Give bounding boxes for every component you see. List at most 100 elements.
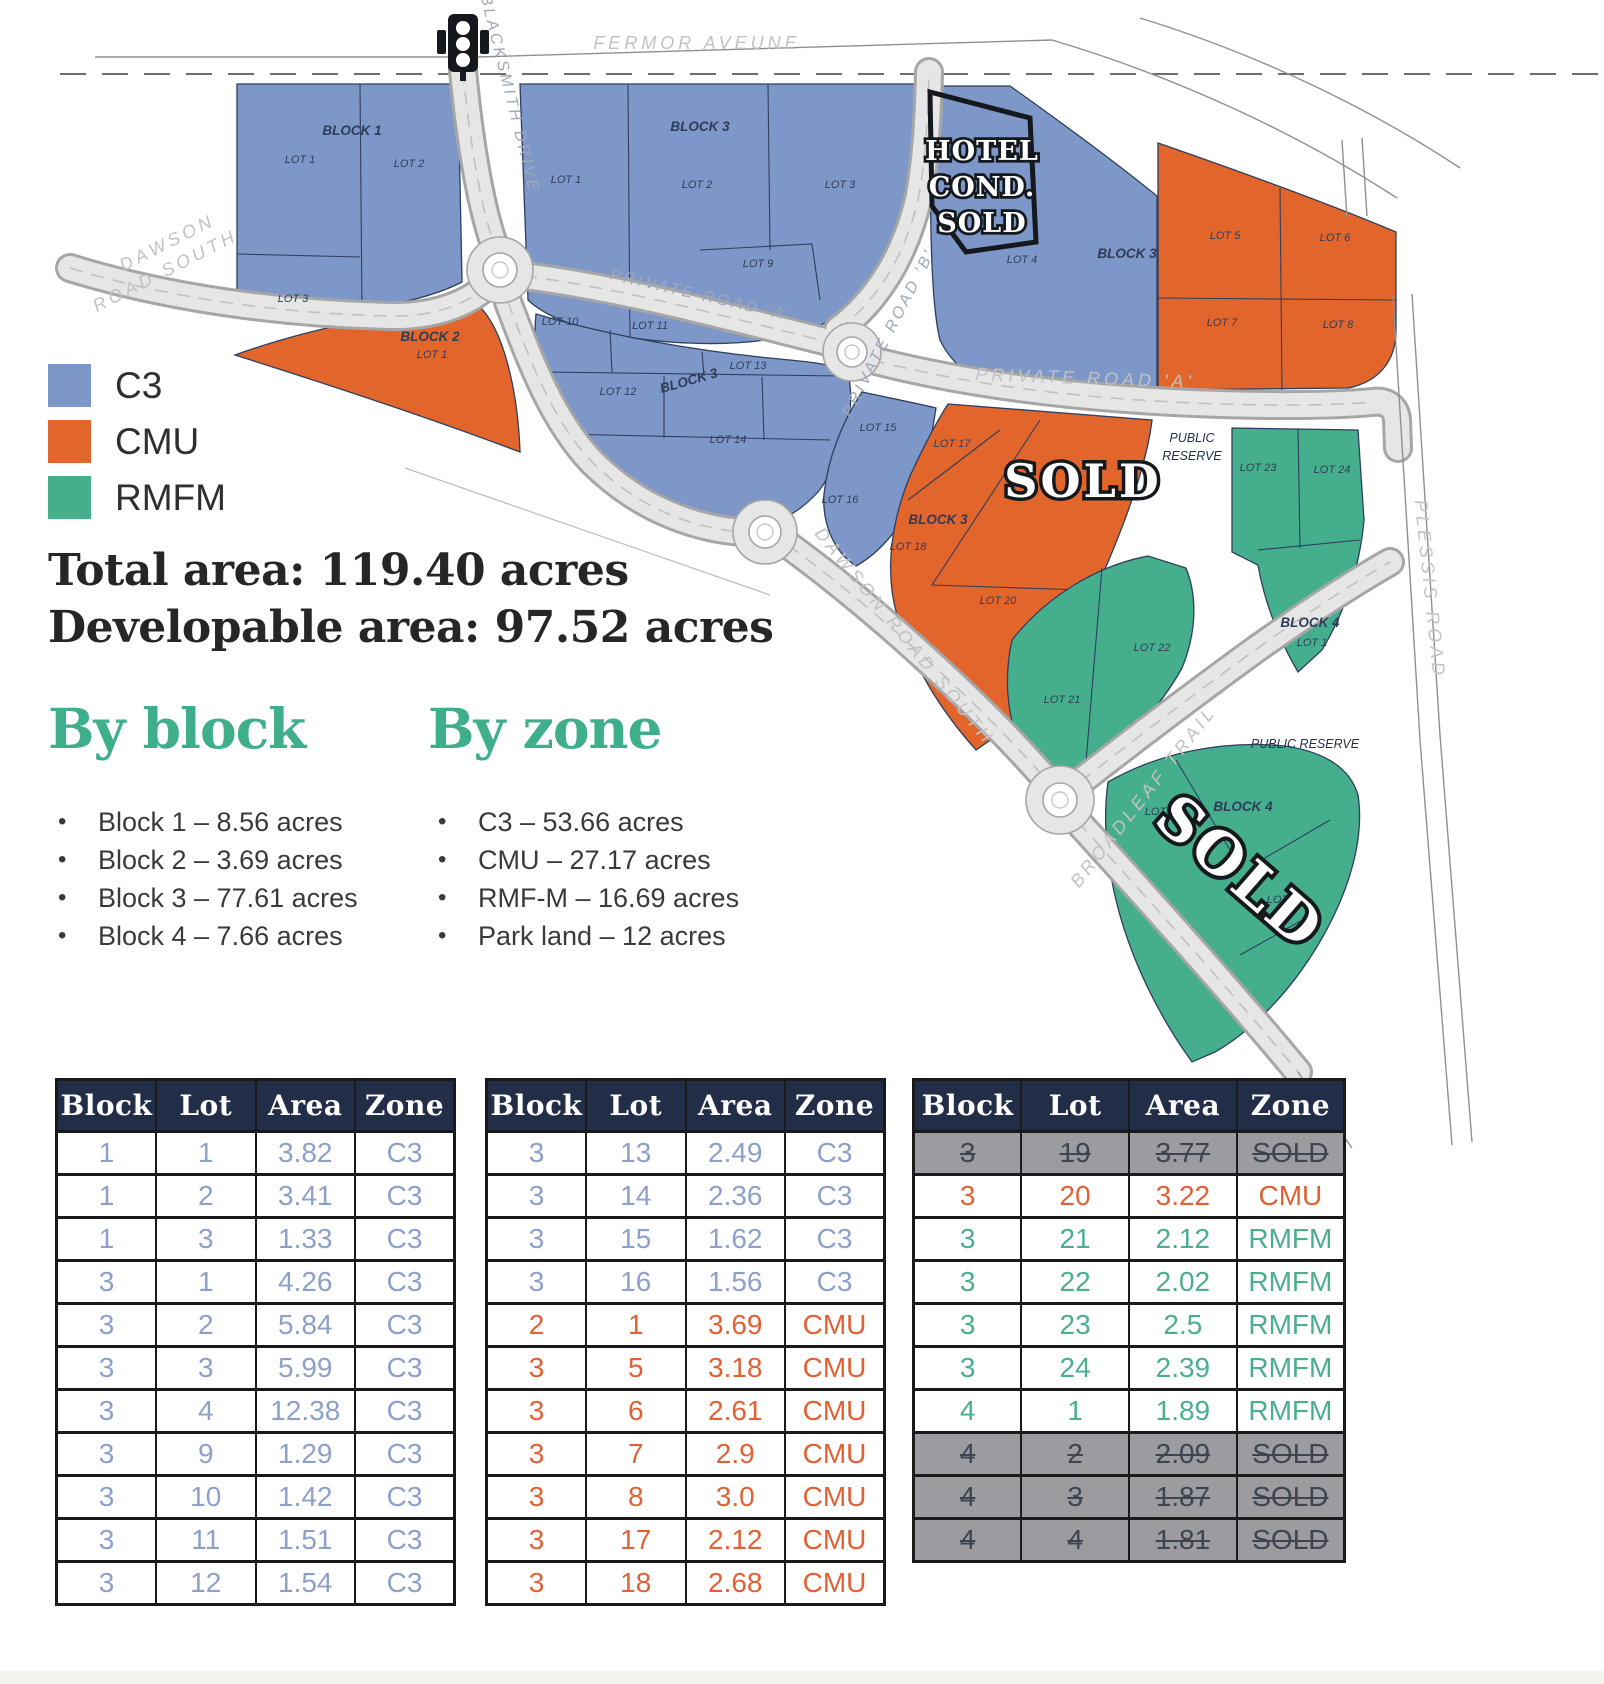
lot-label: LOT 10 [542,316,580,328]
public-reserve-label: RESERVE [1162,449,1222,463]
cell-zone: CMU [784,1345,886,1391]
table-row: 3 5 3.18 CMU [485,1345,886,1391]
by-zone-title: By zone [428,696,663,761]
column-header-area: Area [254,1078,356,1133]
hotel-sold-label: SOLD [937,208,1026,239]
cell-zone: C3 [354,1173,456,1219]
lot-label: LOT 4 [1007,254,1038,266]
cell-zone: C3 [354,1259,456,1305]
cell-area: 3.41 [254,1173,356,1219]
legend-item-rmfm: RMFM [48,476,226,519]
cell-zone: C3 [354,1345,456,1391]
cell-block: 3 [912,1302,1023,1348]
cell-lot: 19 [1020,1130,1130,1176]
cell-block: 3 [55,1259,157,1305]
cell-block: 4 [912,1388,1023,1434]
column-header-zone: Zone [354,1078,456,1133]
cell-lot: 9 [155,1431,257,1477]
cell-zone: C3 [354,1560,456,1606]
parcel-block3-northeast [929,85,1158,402]
cmu-color-swatch [48,420,91,463]
table-row: 3 10 1.42 C3 [55,1474,456,1520]
lot-label: LOT 1 [551,174,582,186]
roundabout [466,236,534,304]
cell-lot: 3 [1020,1474,1130,1520]
cell-block: 3 [485,1474,587,1520]
legend-label: RMFM [115,476,226,518]
roundabout [1025,765,1095,835]
by-block-section: By block Block 1 – 8.56 acres Block 2 – … [48,696,358,959]
lot-label: LOT 22 [1134,642,1171,654]
cell-block: 3 [485,1431,587,1477]
table-row: 3 23 2.5 RMFM [912,1302,1346,1348]
sold-overlay: SOLD [1004,454,1162,508]
lot-label: LOT 6 [1320,232,1351,244]
cell-area: 1.81 [1128,1517,1238,1563]
cell-area: 2.61 [684,1388,786,1434]
cell-zone: C3 [354,1302,456,1348]
road-label-fermor: FERMOR AVEUNE [593,33,800,53]
cell-zone: CMU [1235,1173,1346,1219]
cell-block: 3 [55,1345,157,1391]
cell-area: 2.36 [684,1173,786,1219]
lot-label: LOT 17 [934,438,972,450]
cell-block: 2 [485,1302,587,1348]
cell-lot: 2 [1020,1431,1130,1477]
cell-block: 3 [55,1431,157,1477]
cell-block: 1 [55,1130,157,1176]
block-label: BLOCK 3 [670,119,730,134]
cell-lot: 5 [585,1345,687,1391]
cell-area: 1.56 [684,1259,786,1305]
cell-block: 3 [912,1216,1023,1262]
list-item: Block 1 – 8.56 acres [48,807,358,838]
table-row: 3 19 3.77 SOLD [912,1130,1346,1176]
cell-zone: C3 [354,1130,456,1176]
table-row: 3 8 3.0 CMU [485,1474,886,1520]
developable-area-text: Developable area: 97.52 acres [48,602,774,654]
column-header-lot: Lot [155,1078,257,1133]
cell-area: 2.09 [1128,1431,1238,1477]
cell-area: 1.89 [1128,1388,1238,1434]
lot-label: LOT 14 [710,434,747,446]
list-item: Park land – 12 acres [428,921,739,952]
parcel-block4-south [1105,743,1361,1063]
cell-zone: SOLD [1235,1517,1346,1563]
block-label: BLOCK 4 [1213,799,1273,814]
by-zone-list: C3 – 53.66 acres CMU – 27.17 acres RMF-M… [428,807,739,952]
cell-zone: CMU [784,1388,886,1434]
cell-lot: 24 [1020,1345,1130,1391]
cell-lot: 6 [585,1388,687,1434]
column-header-lot: Lot [1020,1078,1130,1133]
traffic-light-icon [437,14,489,81]
cell-zone: CMU [784,1517,886,1563]
cell-block: 3 [55,1302,157,1348]
total-area-text: Total area: 119.40 acres [48,545,629,596]
cell-area: 1.87 [1128,1474,1238,1520]
table-row: 3 21 2.12 RMFM [912,1216,1346,1262]
cell-lot: 10 [155,1474,257,1520]
cell-lot: 18 [585,1560,687,1606]
road-network [55,17,1604,1149]
cell-zone: SOLD [1235,1474,1346,1520]
cell-block: 4 [912,1431,1023,1477]
lot-label: LOT 23 [1240,462,1278,474]
hotel-sold-label: COND. [929,172,1036,203]
lot-label: LOT 1 [417,349,448,361]
cell-zone: C3 [354,1517,456,1563]
cell-lot: 3 [155,1345,257,1391]
cell-zone: C3 [784,1216,886,1262]
rmfm-color-swatch [48,476,91,519]
table-row: 1 3 1.33 C3 [55,1216,456,1262]
hotel-parcel-outline [927,88,1039,255]
c3-color-swatch [48,364,91,407]
cell-zone: C3 [354,1431,456,1477]
cell-block: 3 [485,1560,587,1606]
cell-lot: 14 [585,1173,687,1219]
cell-block: 3 [485,1388,587,1434]
cell-lot: 11 [155,1517,257,1563]
lot-label: LOT 9 [743,258,774,270]
cell-area: 5.84 [254,1302,356,1348]
cell-lot: 1 [1020,1388,1130,1434]
cell-zone: RMFM [1235,1216,1346,1262]
